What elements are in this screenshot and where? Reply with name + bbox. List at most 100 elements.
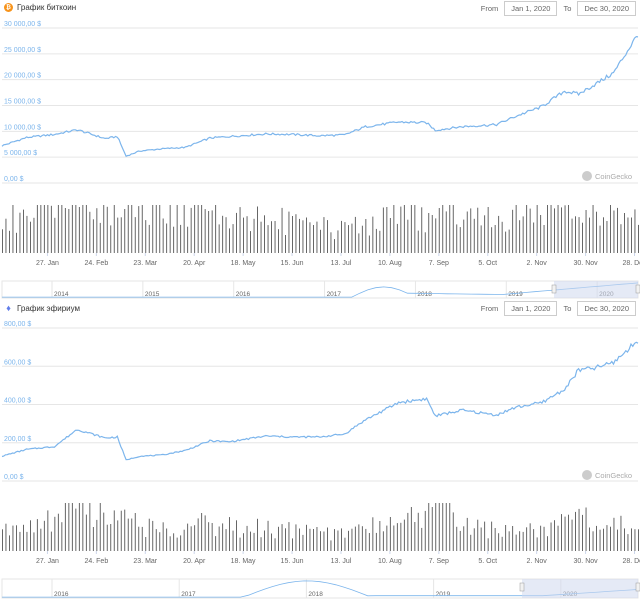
- btc-chart[interactable]: 30 000,00 $ 25 000,00 $ 20 000,00 $ 15 000,…: [0, 0, 640, 300]
- btc-volume-bar: [375, 228, 377, 253]
- btc-volume-bar: [96, 208, 98, 253]
- btc-volume-bar: [533, 222, 535, 253]
- eth-volume-bar: [421, 527, 423, 551]
- btc-y-tick-label: 20 000,00 $: [4, 73, 41, 80]
- eth-volume-bar: [561, 514, 562, 551]
- btc-volume-bar: [320, 229, 321, 253]
- eth-volume-bar: [155, 529, 157, 551]
- btc-volume-bar: [302, 220, 304, 253]
- btc-navigator-selection: [554, 281, 638, 298]
- eth-volume-bar: [281, 524, 283, 551]
- btc-volume-bar: [431, 215, 433, 253]
- eth-volume-bar: [354, 526, 356, 551]
- eth-volume-bar: [313, 529, 314, 551]
- eth-volume-bar: [382, 531, 384, 551]
- eth-volume-bar: [375, 532, 377, 551]
- eth-volume-bar: [285, 528, 286, 551]
- eth-volume-bar: [96, 519, 98, 551]
- eth-volume-bar: [295, 524, 297, 551]
- btc-volume-bar: [403, 205, 405, 253]
- eth-volume-bar: [264, 530, 265, 551]
- eth-from-input[interactable]: Jan 1, 2020: [504, 301, 558, 316]
- eth-volume-bar: [596, 525, 597, 551]
- eth-volume-bar: [201, 513, 203, 551]
- btc-volume-bar: [5, 218, 7, 253]
- btc-volume-bar: [596, 211, 597, 253]
- btc-watermark: CoinGecko: [582, 171, 632, 181]
- eth-volume-bar: [246, 525, 248, 551]
- eth-volume-bar: [351, 528, 353, 551]
- btc-y-tick-label: 10 000,00 $: [4, 124, 41, 131]
- btc-volume-bar: [190, 207, 192, 253]
- btc-volume-bar: [264, 215, 265, 253]
- btc-navigator-year: 2015: [145, 291, 160, 298]
- eth-volume-bar: [176, 537, 178, 551]
- btc-volume-bar: [106, 206, 108, 253]
- eth-volume-bar: [480, 527, 482, 551]
- eth-volume-bar: [431, 507, 433, 551]
- btc-volume-bar: [603, 217, 604, 253]
- btc-volume-bar: [155, 205, 157, 253]
- btc-volume-bar: [505, 231, 507, 253]
- eth-volume-bar: [456, 526, 458, 551]
- eth-volume-bar: [330, 540, 332, 551]
- btc-volume-bar: [131, 205, 133, 253]
- btc-navigator-line: [2, 282, 639, 298]
- eth-to-input[interactable]: Dec 30, 2020: [577, 301, 636, 316]
- btc-from-input[interactable]: Jan 1, 2020: [504, 1, 558, 16]
- eth-volume-bar: [260, 537, 262, 551]
- btc-volume-bar: [145, 220, 147, 253]
- eth-volume-bar: [82, 503, 84, 551]
- btc-volume-bar: [278, 229, 279, 253]
- eth-x-tick-label: 24. Feb: [84, 558, 108, 565]
- btc-volume-bar: [271, 221, 272, 253]
- eth-volume-bar: [110, 524, 112, 551]
- btc-volume-bar: [494, 225, 496, 253]
- btc-x-tick-label: 30. Nov: [574, 260, 599, 267]
- btc-x-tick-label: 27. Jan: [36, 260, 59, 267]
- btc-volume-bar: [110, 225, 112, 253]
- btc-volume-bar: [529, 208, 531, 253]
- eth-volume-bar: [271, 533, 272, 551]
- btc-volume-bar: [113, 205, 115, 253]
- btc-volume-bar: [23, 209, 24, 253]
- eth-volume-bar: [64, 503, 66, 551]
- eth-volume-bar: [124, 509, 126, 551]
- eth-volume-bar: [557, 525, 559, 551]
- btc-volume-bar: [47, 205, 49, 253]
- eth-volume-bar: [508, 531, 510, 551]
- btc-volume-bar: [61, 205, 63, 253]
- btc-volume-bar: [267, 225, 269, 253]
- eth-volume-bar: [540, 525, 542, 551]
- btc-volume-bar: [393, 205, 395, 253]
- btc-volume-bar: [428, 213, 430, 253]
- eth-volume-bar: [389, 517, 391, 551]
- btc-volume-bar: [564, 205, 566, 253]
- eth-volume-bar: [292, 538, 293, 551]
- btc-volume-bar: [183, 205, 185, 253]
- btc-volume-bar: [484, 215, 486, 253]
- eth-volume-bar: [487, 538, 489, 551]
- eth-x-tick-label: 18. May: [231, 558, 256, 565]
- btc-volume-bar: [473, 218, 475, 253]
- eth-volume-bar: [603, 528, 604, 551]
- eth-volume-bar: [634, 529, 636, 551]
- eth-x-tick-label: 15. Jun: [281, 558, 304, 565]
- eth-volume-bar: [229, 517, 230, 551]
- btc-volume-bar: [92, 219, 94, 253]
- eth-chart[interactable]: 800,00 $ 600,00 $ 400,00 $ 200,00 $ 0,00 $ 27…: [0, 300, 640, 601]
- eth-volume-bar: [16, 525, 17, 551]
- eth-volume-bar: [288, 522, 290, 551]
- bitcoin-icon: ₿: [4, 3, 13, 12]
- btc-to-input[interactable]: Dec 30, 2020: [577, 1, 636, 16]
- eth-volume-bar: [627, 534, 629, 551]
- btc-volume-bar: [78, 207, 80, 253]
- eth-title: ♦ График эфириум: [4, 304, 80, 314]
- eth-volume-bar: [484, 521, 486, 551]
- btc-navigator-year: 2016: [236, 291, 251, 298]
- btc-volume-bar: [148, 224, 150, 253]
- btc-volume-bar: [211, 210, 213, 253]
- eth-volume-bar: [253, 532, 255, 551]
- btc-volume-bar: [400, 206, 402, 253]
- eth-volume-bar: [131, 518, 133, 551]
